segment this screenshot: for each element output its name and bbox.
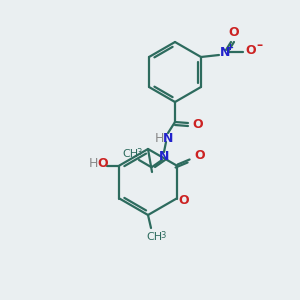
Text: O: O	[193, 118, 203, 130]
Text: +: +	[226, 43, 233, 52]
Text: O: O	[178, 194, 189, 207]
Text: H: H	[89, 157, 98, 170]
Text: O: O	[97, 157, 108, 170]
Text: O: O	[246, 44, 256, 58]
Text: –: –	[256, 40, 262, 52]
Text: O: O	[194, 149, 205, 162]
Text: CH: CH	[122, 149, 138, 159]
Text: N: N	[163, 131, 173, 145]
Text: O: O	[229, 26, 239, 40]
Text: N: N	[159, 151, 169, 164]
Text: CH: CH	[146, 232, 162, 242]
Text: 3: 3	[160, 231, 166, 240]
Text: N: N	[220, 46, 230, 59]
Text: H: H	[154, 131, 164, 145]
Text: 3: 3	[136, 148, 142, 157]
